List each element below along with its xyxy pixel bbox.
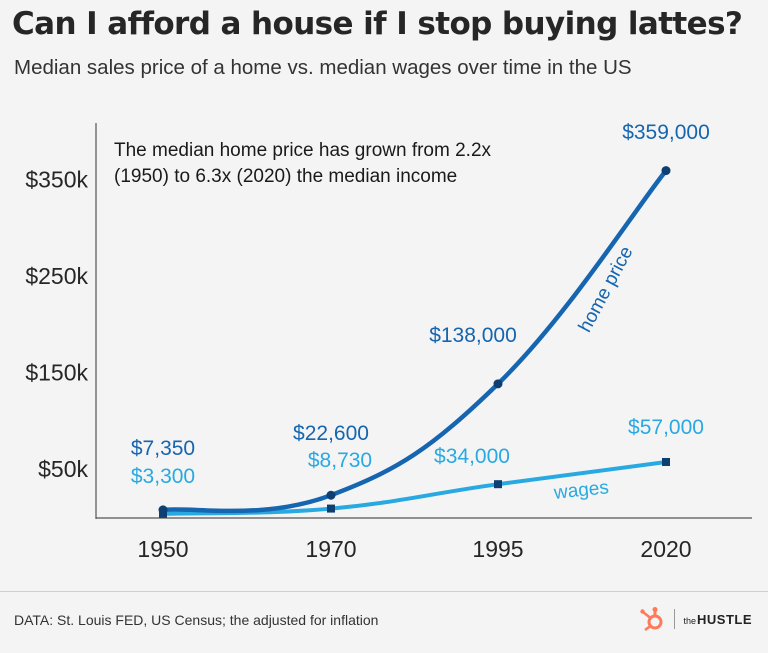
data-source: DATA: St. Louis FED, US Census; the adju…	[14, 612, 379, 628]
y-tick-label: $150k	[25, 359, 88, 385]
x-tick-label: 1995	[472, 536, 523, 562]
logo-name: HUSTLE	[697, 611, 752, 627]
home-price-point	[661, 166, 671, 176]
home-price-label: $22,600	[293, 422, 369, 445]
wages-series-label: wages	[552, 477, 610, 504]
wages-label: $34,000	[434, 445, 510, 468]
y-tick-label: $50k	[38, 456, 88, 482]
wages-label: $3,300	[131, 465, 195, 488]
wages-point	[494, 480, 502, 489]
chart-title: Can I afford a house if I stop buying la…	[12, 6, 743, 42]
wages-label: $8,730	[308, 449, 372, 472]
home-price-line	[160, 168, 669, 514]
home-price-label: $138,000	[429, 324, 517, 347]
wages-point	[159, 509, 167, 518]
hustle-logo: theHUSTLE	[638, 606, 752, 632]
home-price-point	[326, 490, 336, 500]
x-tick-label: 1970	[305, 536, 356, 562]
y-tick-label: $350k	[25, 166, 88, 192]
logo-wordmark: theHUSTLE	[683, 612, 752, 627]
y-tick-label: $250k	[25, 263, 88, 289]
hubspot-sprocket-icon	[640, 607, 663, 632]
wages-point	[662, 457, 670, 466]
chart-annotation: The median home price has grown from 2.2…	[114, 140, 492, 187]
home-price-label: $359,000	[622, 121, 710, 144]
x-tick-label: 1950	[137, 536, 188, 562]
wages-point	[327, 504, 335, 513]
home-price-point	[493, 379, 503, 389]
chart-subtitle: Median sales price of a home vs. median …	[14, 56, 632, 79]
logo-the: the	[683, 615, 696, 626]
footer-divider	[0, 591, 768, 592]
logo-separator	[674, 609, 676, 629]
x-tick-label: 2020	[640, 536, 691, 562]
home-price-series-label: home price	[575, 243, 638, 336]
wages-label: $57,000	[628, 416, 704, 439]
home-price-label: $7,350	[131, 437, 195, 460]
line-chart: $50k $150k $250k $350k 1950 1970 1995 2020 $7,35…	[25, 121, 752, 562]
